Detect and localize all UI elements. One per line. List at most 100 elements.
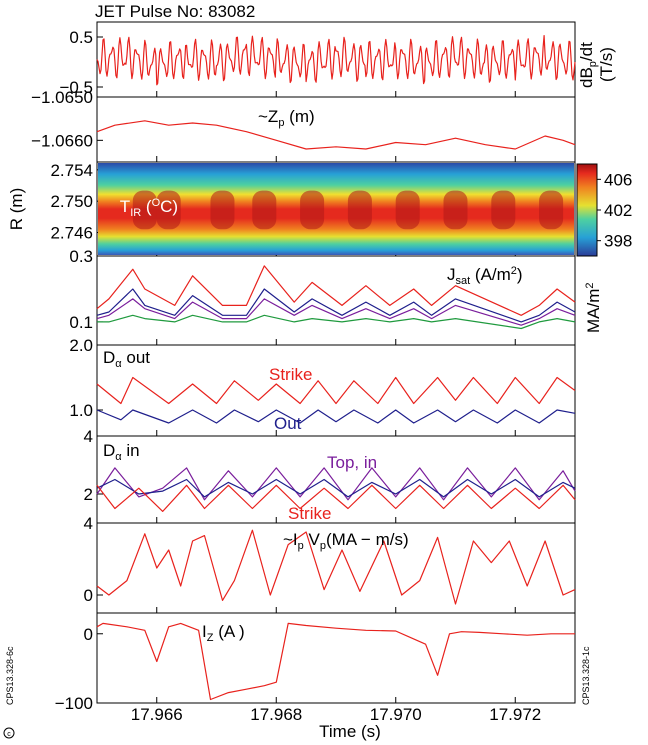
y-tick-label: 2.746 [50, 224, 93, 243]
series-iz-red [96, 622, 575, 701]
daout-label-sub: α [115, 358, 122, 370]
y-tick-label: 2.750 [50, 192, 93, 211]
jsat-label-sup: 2 [511, 265, 517, 277]
jsat-label-main: J [447, 265, 456, 284]
panel-zp: −1.0650 −1.0660 ~Zp (m) [31, 88, 576, 163]
y-tick-label: 1.0 [69, 401, 93, 420]
series-daout-out [96, 409, 576, 424]
y-tick-label: 0.1 [69, 313, 93, 332]
panel-frame [96, 96, 576, 163]
colorbar-tick-label: 398 [604, 232, 632, 251]
x-tick-label: 17.968 [250, 705, 302, 724]
side-code-right: CPS13.328-1c [581, 646, 591, 705]
heatmap-hotspot [252, 190, 277, 230]
iz-label: IZ (A ) [202, 622, 245, 644]
dain-label-tail: in [122, 441, 140, 460]
top-in-label: Top, in [327, 453, 377, 472]
series-jsat-purple [96, 298, 576, 326]
x-tick-label: 17.970 [370, 705, 422, 724]
jsat-side-label-sup: 2 [584, 282, 596, 288]
dain-label-main: D [103, 441, 115, 460]
dain-label: Dα in [103, 441, 140, 463]
chart-title: JET Pulse No: 83082 [95, 2, 255, 21]
out-label: Out [274, 414, 302, 433]
series-jsat-blue [96, 288, 576, 323]
daout-label-main: D [103, 348, 115, 367]
heatmap-hotspot [210, 190, 235, 230]
copyright-icon: c [3, 727, 15, 739]
dbdt-side-label-part: p [587, 61, 599, 67]
jsat-side-label: MA/m2 [584, 282, 603, 333]
y-tick-label: 2.754 [50, 161, 93, 180]
iz-label-sub: Z [207, 632, 214, 644]
zp-label-tail: (m) [284, 107, 314, 126]
series-dain-top-in [96, 467, 576, 501]
y-axis-label-r: R (m) [7, 188, 26, 230]
jsat-label-tail: (A/m [470, 265, 511, 284]
panel-ipvp: 4 0 ~Ip Vp(MA − m/s) [84, 514, 576, 614]
zp-label-main: ~Z [258, 107, 278, 126]
tir-label: TIR (OC) [120, 197, 178, 219]
heatmap-hotspot [300, 190, 325, 230]
panels: 0.5−0.5 dBp/dt (T/s)−1.0650−1.0660~Zp (m)2… [7, 21, 632, 724]
dbdt-side-label-part: dB [577, 67, 596, 88]
ipvp-label-sub: p [298, 540, 304, 552]
y-tick-label: 0 [84, 625, 93, 644]
y-tick-label: −100 [55, 694, 93, 713]
zp-label: ~Zp (m) [258, 107, 315, 129]
colorbar-tick-label: 406 [604, 170, 632, 189]
tir-label-end: C) [160, 197, 178, 216]
y-tick-label: 0 [84, 586, 93, 605]
dain-label-sub: α [115, 451, 122, 463]
y-tick-label: 0.5 [69, 28, 93, 47]
y-tick-label: −1.0650 [31, 88, 93, 107]
jsat-side-label-main: MA/m [584, 289, 603, 333]
series-dain-strike [96, 484, 576, 512]
tir-label-sup: O [152, 197, 161, 209]
panel-frame [96, 435, 576, 524]
panel-dain: 4 2 Dα in Top, in Strike [84, 427, 576, 524]
dbdt-side-label: dBp/dt [577, 42, 599, 88]
ipvp-label-end: (MA − m/s) [326, 530, 409, 549]
heatmap-hotspot [395, 190, 420, 230]
y-tick-label: 0.3 [69, 247, 93, 266]
daout-label-tail: out [122, 348, 151, 367]
dbdt-side-label-part: /dt [577, 42, 596, 61]
jsat-label: Jsat (A/m2) [447, 265, 523, 287]
ipvp-label-tail: V [304, 530, 321, 549]
ipvp-label-sub2: p [320, 540, 326, 552]
y-tick-label: −0.5 [59, 78, 93, 97]
daout-label: Dα out [103, 348, 150, 370]
y-tick-label: 4 [84, 514, 93, 533]
tir-label-sub: IR [130, 207, 141, 219]
tir-label-main: T [120, 197, 130, 216]
y-tick-label: 4 [84, 427, 93, 446]
iz-label-main: I [202, 622, 207, 641]
heatmap-hotspot [539, 190, 564, 230]
x-axis-label: Time (s) [319, 722, 381, 741]
jsat-label-end: ) [517, 265, 523, 284]
series-ipvp-red [96, 529, 576, 605]
series-jsat-red [96, 265, 576, 316]
dbdt-side-units: (T/s) [597, 47, 616, 82]
series-daout-strike [96, 376, 576, 405]
side-code-left: CPS13.328-6c [5, 646, 15, 705]
panel-dbdt: 0.5 −0.5 dBp/dt (T/s) [59, 21, 616, 98]
ipvp-label: ~Ip Vp(MA − m/s) [283, 530, 409, 552]
zp-label-sub: p [278, 117, 284, 129]
jsat-label-sub: sat [456, 275, 471, 287]
panel-iz: 0 −100 IZ (A ) [55, 612, 576, 713]
heatmap-hotspot [156, 190, 181, 230]
heatmap-hotspot [132, 190, 157, 230]
strike-label-in: Strike [288, 504, 331, 523]
series-zp-0 [96, 120, 576, 150]
x-tick-label: 17.966 [131, 705, 183, 724]
strike-label: Strike [269, 365, 312, 384]
y-tick-label: 2 [84, 485, 93, 504]
colorbar-tick-label: 402 [604, 201, 632, 220]
panel-daout: 2.0 1.0 Dα out Strike Out [69, 336, 576, 437]
heatmap-hotspot [347, 190, 372, 230]
y-tick-label: −1.0660 [31, 131, 93, 150]
